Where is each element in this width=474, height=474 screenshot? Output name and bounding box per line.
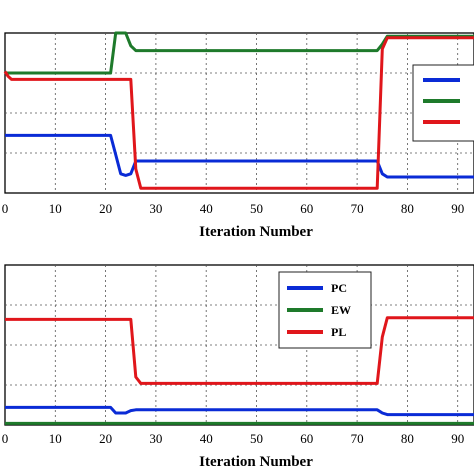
x-tick-label: 50 [250, 201, 263, 216]
series-line-top-1 [5, 133, 474, 179]
x-tick-label: 70 [351, 201, 364, 216]
x-tick-label: 60 [300, 201, 313, 216]
legend-top [412, 64, 474, 142]
x-tick-label: 10 [49, 431, 62, 446]
x-tick-label: 80 [401, 201, 414, 216]
x-tick-label: 20 [99, 201, 112, 216]
x-tick-label: 30 [149, 431, 162, 446]
x-axis-label-top: Iteration Number [199, 224, 313, 240]
x-tick-label: 70 [351, 431, 364, 446]
x-tick-label: 50 [250, 431, 263, 446]
legend-label-pc: PC [331, 281, 347, 295]
x-tick-label: 60 [300, 431, 313, 446]
x-tick-label: 40 [200, 201, 213, 216]
series-line-bottom-3 [5, 316, 474, 385]
x-axis-label-bottom: Iteration Number [199, 454, 313, 470]
x-tick-label: 30 [149, 201, 162, 216]
legend-label-ew: EW [331, 303, 351, 317]
legend-bottom: PC EW PL [278, 271, 372, 349]
x-tick-label: 80 [401, 431, 414, 446]
series-line-top-3 [3, 36, 474, 190]
x-tick-label: 40 [200, 431, 213, 446]
series-bottom [5, 316, 474, 425]
x-tick-label: 0 [2, 431, 9, 446]
x-ticks-bottom: 0 10 20 30 40 50 60 70 80 90 [2, 431, 464, 446]
legend-label-pl: PL [331, 325, 346, 339]
x-tick-label: 90 [451, 201, 464, 216]
x-tick-label: 10 [49, 201, 62, 216]
x-ticks-top: 0 10 20 30 40 50 60 70 80 90 [2, 201, 464, 216]
chart-bottom: PC EW PL 0 10 20 30 40 50 60 70 80 90 Iteration N… [2, 264, 474, 470]
x-tick-label: 90 [451, 431, 464, 446]
series-line-bottom-1 [5, 405, 474, 417]
series-top [3, 31, 474, 190]
x-tick-label: 20 [99, 431, 112, 446]
chart-top: 0 10 20 30 40 50 60 70 80 90 Iteration Number [2, 31, 474, 240]
x-tick-label: 0 [2, 201, 9, 216]
